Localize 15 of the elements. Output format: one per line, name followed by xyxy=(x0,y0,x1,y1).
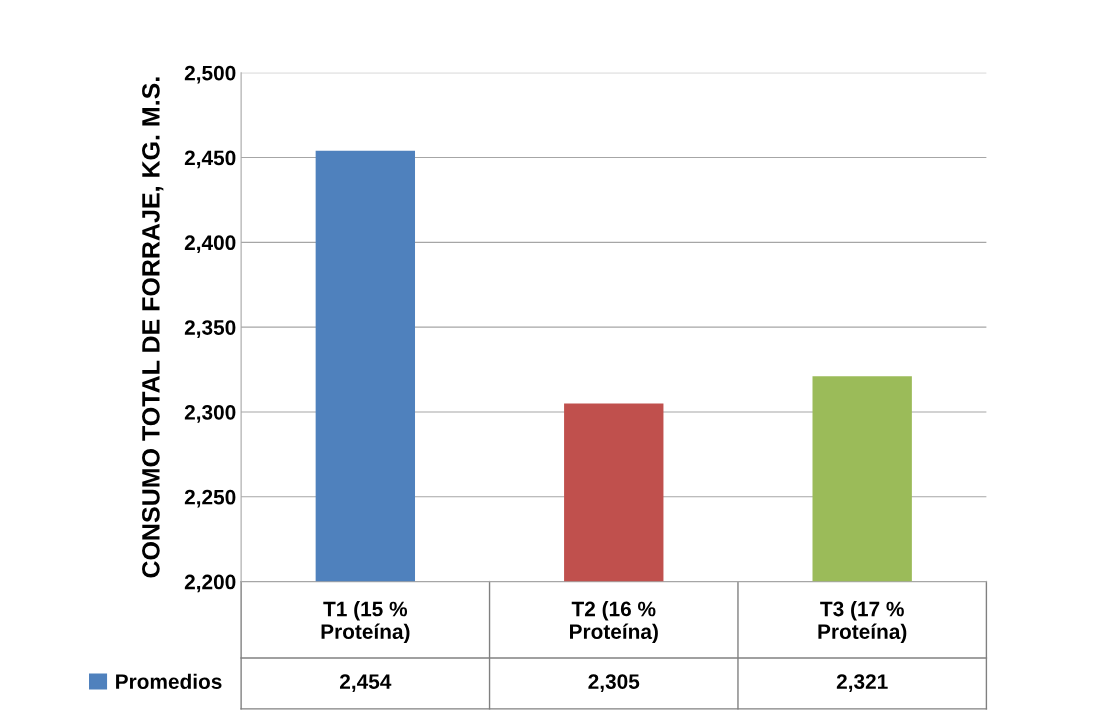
y-tick-label: 2,400 xyxy=(184,235,236,254)
y-tick-label: 2,450 xyxy=(184,150,236,169)
y-tick-label: 2,300 xyxy=(184,404,236,423)
x-tick-label: T2 (16 % Proteína) xyxy=(570,601,658,644)
legend-label: Promedios xyxy=(116,673,222,689)
y-tick-label: 2,250 xyxy=(184,489,236,508)
y-axis-title: CONSUMO TOTAL DE FORRAJE, KG. M.S. xyxy=(142,77,164,578)
y-tick-label: 2,500 xyxy=(184,65,236,84)
y-tick-label: 2,350 xyxy=(184,320,236,338)
data-label: 2,454 xyxy=(339,674,392,692)
y-tick-label: 2,200 xyxy=(184,574,236,593)
x-tick-label: T1 (15 % Proteína) xyxy=(321,601,410,644)
x-tick-label: T3 (17 % Proteína) xyxy=(818,601,907,644)
data-label: 2,321 xyxy=(836,674,888,692)
data-label: 2,305 xyxy=(588,674,640,692)
